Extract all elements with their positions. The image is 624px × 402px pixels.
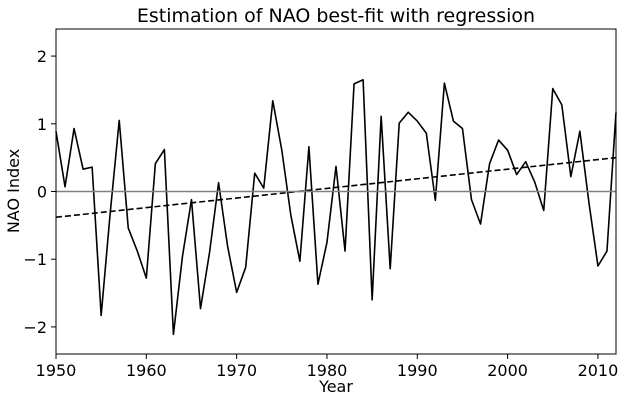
y-axis-label: NAO Index	[4, 149, 23, 233]
x-tick-label: 2010	[578, 361, 619, 380]
y-tick-label: 2	[37, 47, 47, 66]
regression-line	[55, 156, 617, 219]
x-tick-label: 1980	[307, 361, 348, 380]
plot-area: 1950 1960 1970 1980 1990 2000 2010 −2 −1 0 1 2	[23, 28, 619, 380]
x-tick-label: 1970	[216, 361, 257, 380]
x-tick-label: 1990	[397, 361, 438, 380]
y-tick-label: 0	[37, 183, 47, 202]
nao-index-line	[55, 78, 617, 336]
x-tick-label: 1950	[36, 361, 77, 380]
chart-title: Estimation of NAO best-fit with regressi…	[137, 5, 535, 27]
x-tick-label: 1960	[126, 361, 167, 380]
x-axis-label: Year	[318, 377, 353, 396]
y-tick-label: −1	[23, 250, 47, 269]
y-tick-label: −2	[23, 318, 47, 337]
x-tick-label: 2000	[487, 361, 528, 380]
y-tick-label: 1	[37, 115, 47, 134]
